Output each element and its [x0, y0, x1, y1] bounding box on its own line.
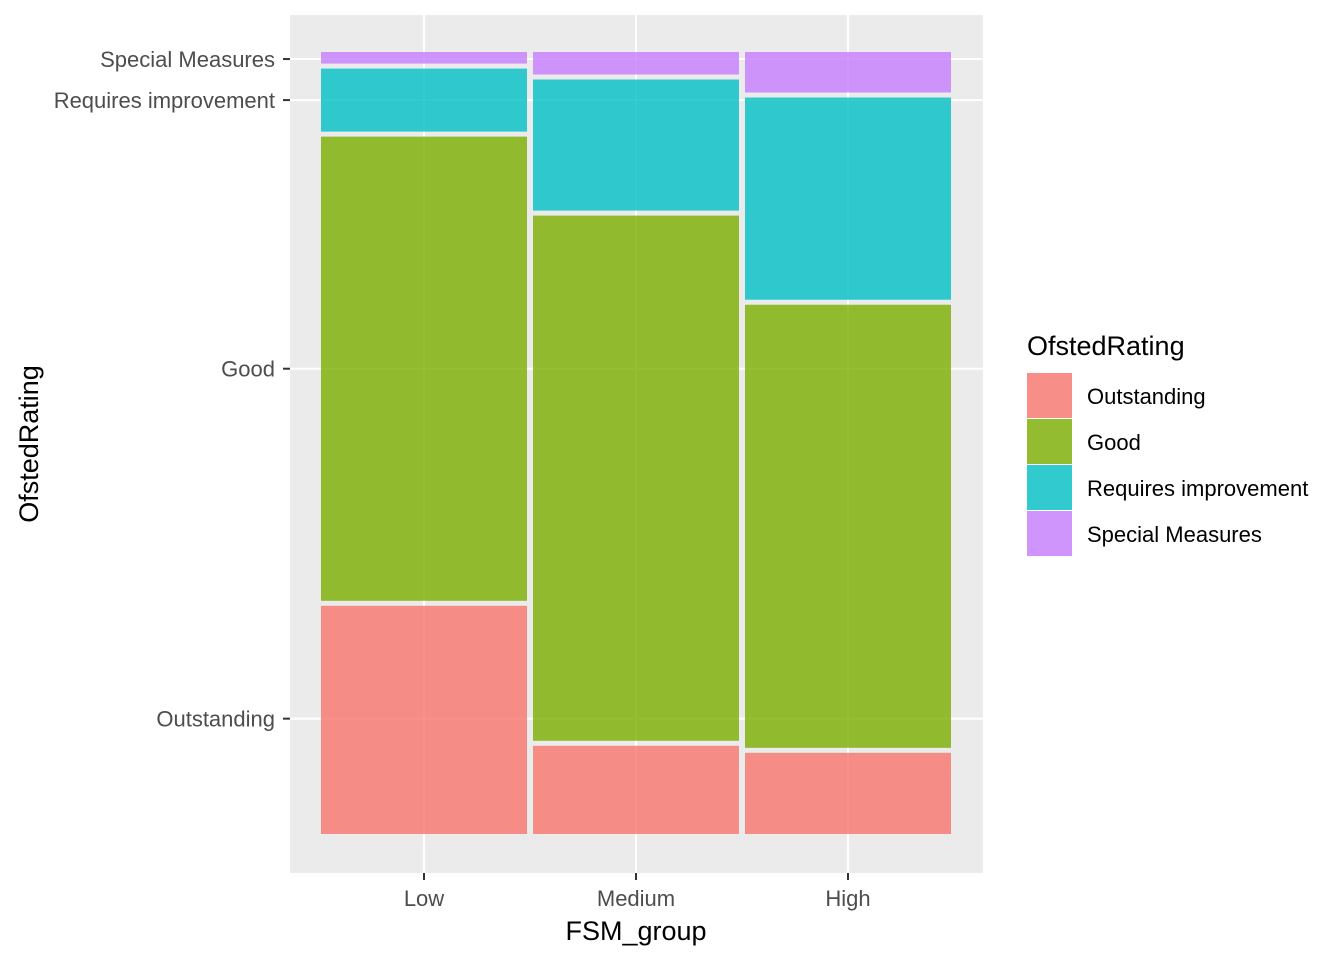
legend-key-swatch — [1027, 373, 1072, 418]
legend-key-swatch — [1027, 465, 1072, 510]
x-tick-label: Medium — [597, 886, 675, 911]
tile-high-special-measures — [745, 52, 951, 93]
legend-label: Special Measures — [1087, 522, 1262, 547]
legend-key-swatch — [1027, 419, 1072, 464]
tile-low-good — [321, 136, 527, 601]
tile-medium-outstanding — [533, 745, 739, 834]
y-axis-title: OfstedRating — [14, 365, 44, 523]
y-axis: Outstanding Good Requires improvement Speci… — [54, 47, 290, 732]
legend-key-swatch — [1027, 511, 1072, 556]
legend-label: Requires improvement — [1087, 476, 1308, 501]
mosaic-tiles — [321, 52, 951, 834]
x-axis: Low Medium High — [404, 873, 871, 911]
legend-label: Outstanding — [1087, 384, 1206, 409]
x-axis-title: FSM_group — [565, 916, 706, 946]
tile-high-outstanding — [745, 752, 951, 834]
tile-low-special-measures — [321, 52, 527, 64]
tile-low-requires-improvement — [321, 68, 527, 132]
legend: OfstedRating Outstanding Good Requires imp… — [1027, 331, 1308, 556]
tile-low-outstanding — [321, 605, 527, 834]
tile-medium-requires-improvement — [533, 79, 739, 211]
y-tick-label: Good — [221, 357, 275, 382]
x-tick-label: High — [825, 886, 870, 911]
y-tick-label: Requires improvement — [54, 88, 275, 113]
tile-medium-good — [533, 215, 739, 741]
y-tick-label: Special Measures — [100, 47, 275, 72]
x-tick-label: Low — [404, 886, 444, 911]
tile-high-good — [745, 304, 951, 748]
legend-label: Good — [1087, 430, 1141, 455]
y-tick-label: Outstanding — [156, 707, 275, 732]
legend-title: OfstedRating — [1027, 331, 1185, 361]
tile-high-requires-improvement — [745, 97, 951, 300]
tile-medium-special-measures — [533, 52, 739, 75]
